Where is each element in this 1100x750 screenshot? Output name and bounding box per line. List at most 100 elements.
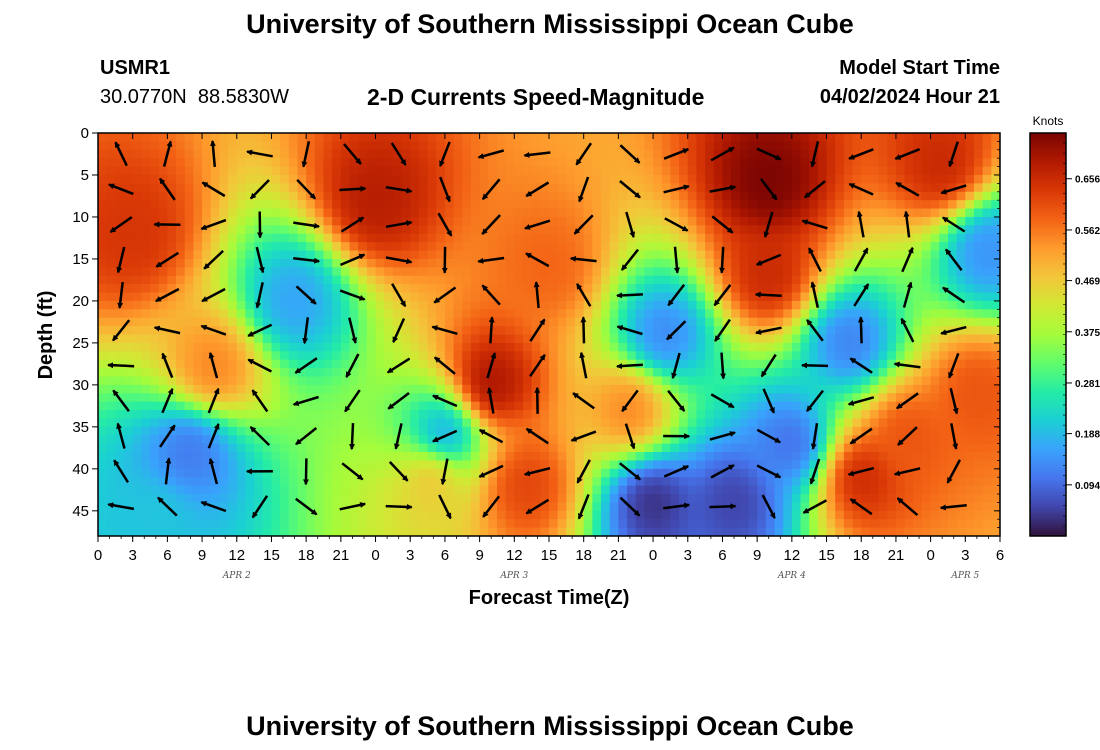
- heatmap-cell: [921, 510, 932, 520]
- heatmap-cell: [895, 174, 906, 184]
- heatmap-cell: [184, 149, 194, 159]
- heatmap-cell: [757, 309, 767, 319]
- heatmap-cell: [887, 200, 897, 210]
- heatmap-cell: [184, 401, 194, 411]
- heatmap-cell: [887, 233, 897, 243]
- heatmap-cell: [843, 200, 854, 210]
- heatmap-cell: [158, 393, 168, 403]
- heatmap-cell: [575, 460, 585, 470]
- heatmap-cell: [748, 334, 758, 344]
- heatmap-cell: [202, 393, 212, 403]
- heatmap-cell: [557, 158, 567, 168]
- heatmap-cell: [297, 342, 307, 352]
- heatmap-cell: [557, 233, 567, 243]
- heatmap-cell: [540, 527, 550, 536]
- heatmap-cell: [947, 275, 958, 285]
- heatmap-cell: [731, 158, 741, 168]
- heatmap-cell: [653, 275, 663, 285]
- heatmap-cell: [991, 292, 1000, 302]
- heatmap-cell: [254, 275, 264, 285]
- heatmap-cell: [895, 443, 906, 453]
- heatmap-cell: [609, 435, 619, 445]
- heatmap-cell: [921, 300, 932, 310]
- heatmap-cell: [644, 460, 654, 470]
- heatmap-cell: [757, 351, 767, 361]
- heatmap-cell: [774, 242, 784, 252]
- heatmap-cell: [522, 519, 533, 529]
- heatmap-cell: [557, 284, 567, 294]
- heatmap-cell: [98, 317, 108, 327]
- heatmap-cell: [765, 275, 776, 285]
- heatmap-cell: [132, 158, 142, 168]
- heatmap-cell: [531, 334, 541, 344]
- heatmap-cell: [141, 452, 151, 462]
- heatmap-cell: [280, 527, 290, 536]
- heatmap-cell: [991, 174, 1000, 184]
- heatmap-cell: [722, 216, 732, 226]
- heatmap-cell: [297, 334, 307, 344]
- heatmap-cell: [219, 527, 229, 536]
- heatmap-cell: [549, 510, 559, 520]
- heatmap-cell: [540, 368, 550, 378]
- heatmap-cell: [514, 317, 524, 327]
- heatmap-cell: [479, 216, 489, 226]
- heatmap-cell: [254, 426, 264, 436]
- heatmap-cell: [609, 334, 619, 344]
- heatmap-cell: [817, 368, 828, 378]
- heatmap-cell: [522, 494, 533, 504]
- heatmap-cell: [132, 326, 142, 336]
- heatmap-cell: [956, 494, 966, 504]
- heatmap-cell: [705, 191, 715, 201]
- heatmap-cell: [748, 233, 758, 243]
- heatmap-cell: [106, 510, 116, 520]
- heatmap-cell: [124, 141, 134, 151]
- heatmap-cell: [531, 426, 541, 436]
- heatmap-cell: [783, 393, 793, 403]
- heatmap-cell: [245, 309, 255, 319]
- heatmap-cell: [757, 275, 767, 285]
- heatmap-cell: [453, 141, 463, 151]
- heatmap-cell: [384, 166, 394, 176]
- heatmap-cell: [895, 326, 906, 336]
- heatmap-cell: [297, 468, 307, 478]
- heatmap-cell: [887, 477, 897, 487]
- heatmap-cell: [540, 468, 550, 478]
- heatmap-cell: [254, 410, 264, 420]
- heatmap-cell: [254, 342, 264, 352]
- heatmap-cell: [817, 300, 828, 310]
- heatmap-cell: [323, 258, 333, 268]
- heatmap-cell: [956, 149, 966, 159]
- heatmap-cell: [340, 216, 351, 226]
- heatmap-cell: [210, 334, 221, 344]
- heatmap-cell: [653, 225, 663, 235]
- heatmap-cell: [150, 275, 160, 285]
- heatmap-cell: [627, 166, 637, 176]
- heatmap-cell: [193, 300, 203, 310]
- heatmap-cell: [115, 200, 125, 210]
- heatmap-cell: [913, 485, 923, 495]
- heatmap-cell: [202, 468, 212, 478]
- heatmap-cell: [366, 166, 377, 176]
- heatmap-cell: [679, 502, 689, 512]
- heatmap-cell: [271, 183, 281, 193]
- heatmap-cell: [453, 351, 463, 361]
- heatmap-cell: [271, 309, 281, 319]
- heatmap-cell: [366, 326, 377, 336]
- heatmap-cell: [410, 435, 420, 445]
- heatmap-cell: [592, 452, 602, 462]
- heatmap-cell: [913, 426, 923, 436]
- heatmap-cell: [731, 351, 741, 361]
- heatmap-cell: [505, 527, 515, 536]
- heatmap-cell: [141, 502, 151, 512]
- heatmap-cell: [262, 233, 273, 243]
- heatmap-cell: [418, 376, 429, 386]
- heatmap-cell: [748, 410, 758, 420]
- heatmap-cell: [557, 384, 567, 394]
- heatmap-cell: [418, 468, 429, 478]
- heatmap-cell: [696, 174, 706, 184]
- heatmap-cell: [375, 359, 385, 369]
- heatmap-cell: [705, 225, 715, 235]
- heatmap-cell: [358, 477, 368, 487]
- heatmap-cell: [757, 334, 767, 344]
- heatmap-cell: [314, 485, 325, 495]
